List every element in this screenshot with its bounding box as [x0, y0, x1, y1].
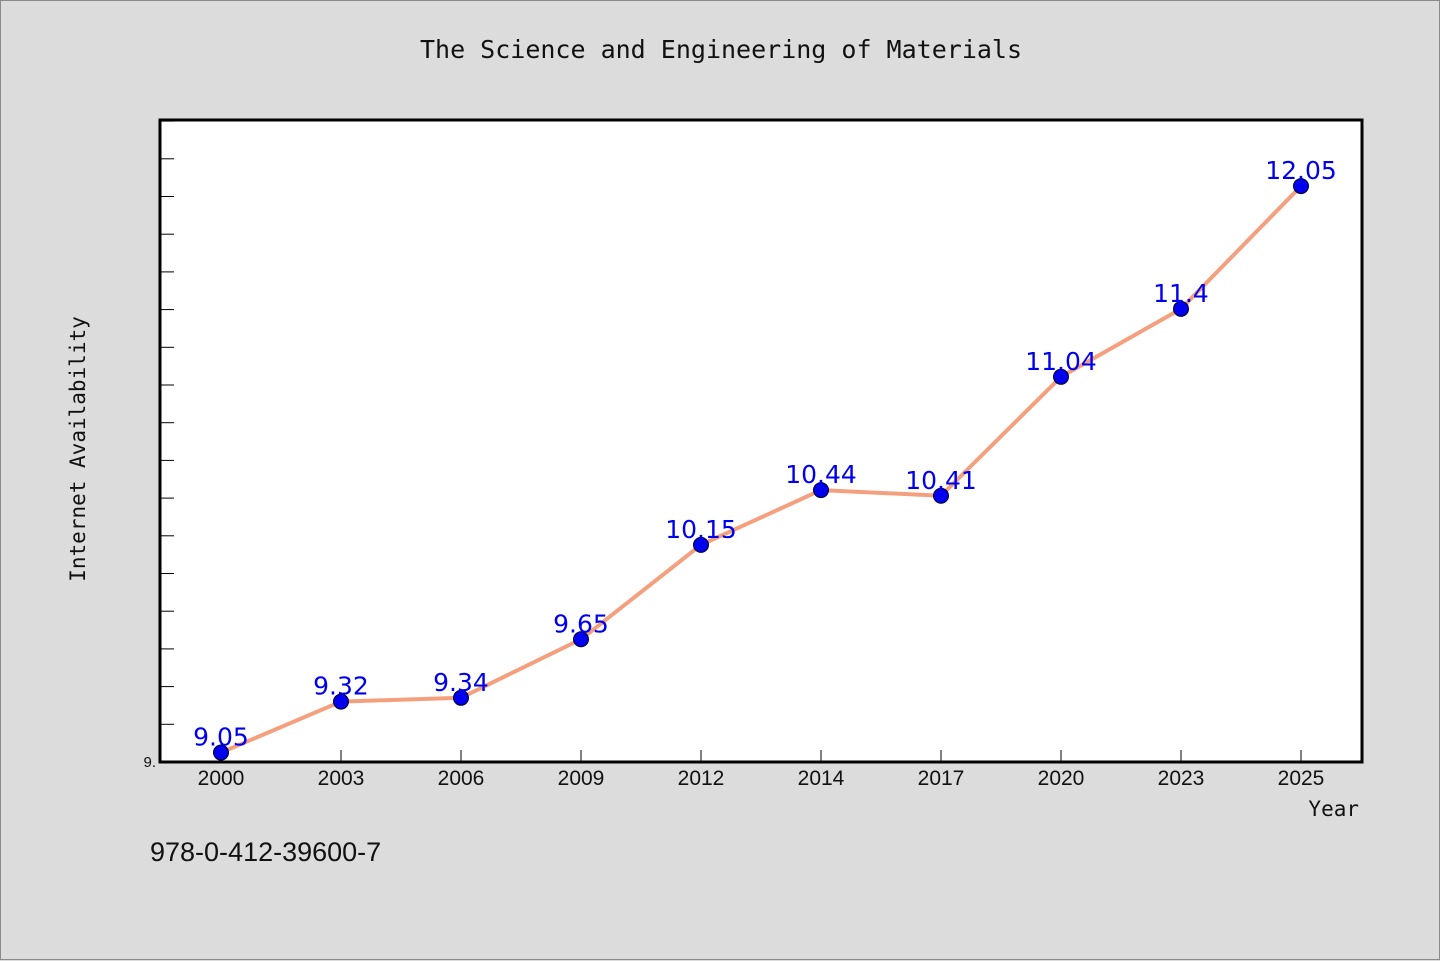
data-point — [213, 744, 229, 761]
isbn-text: 978-0-412-39600-7 — [150, 837, 382, 867]
x-tick-label: 2017 — [918, 767, 965, 790]
plot-background — [160, 120, 1362, 762]
data-label: 10.41 — [905, 466, 977, 495]
x-tick-label: 2003 — [318, 767, 365, 790]
data-point — [813, 482, 829, 499]
x-tick-label: 2025 — [1278, 767, 1325, 790]
plot-frame — [158, 118, 1364, 764]
x-tick-label: 2023 — [1158, 767, 1205, 790]
x-tick-label: 2009 — [558, 767, 605, 790]
x-tick-label: 2012 — [678, 767, 725, 790]
data-label: 11.4 — [1153, 279, 1209, 308]
x-tick-label: 2020 — [1038, 767, 1085, 790]
data-label: 11.04 — [1025, 347, 1097, 376]
data-point — [933, 487, 949, 504]
data-label: 10.44 — [785, 460, 857, 489]
x-tick-label: 2006 — [438, 767, 485, 790]
data-label: 9.05 — [193, 723, 249, 752]
data-label: 9.34 — [433, 668, 489, 697]
data-point — [453, 689, 469, 706]
chart-title: The Science and Engineering of Materials — [419, 35, 1023, 64]
data-label: 9.65 — [553, 609, 609, 638]
data-point — [333, 693, 349, 710]
data-point — [693, 536, 709, 553]
data-point — [1173, 300, 1189, 317]
series-line — [220, 184, 1303, 755]
x-axis-label: Year — [1308, 797, 1359, 821]
x-tick-label: 2014 — [798, 767, 845, 790]
x-tick-label: 2000 — [198, 767, 245, 790]
data-label: 9.32 — [313, 672, 369, 701]
data-point — [1053, 368, 1069, 385]
data-label: 12.05 — [1265, 156, 1337, 185]
y-tick-label: 9. — [143, 754, 156, 771]
data-point — [1293, 178, 1309, 195]
data-label: 10.15 — [665, 515, 737, 544]
data-point — [573, 631, 589, 648]
